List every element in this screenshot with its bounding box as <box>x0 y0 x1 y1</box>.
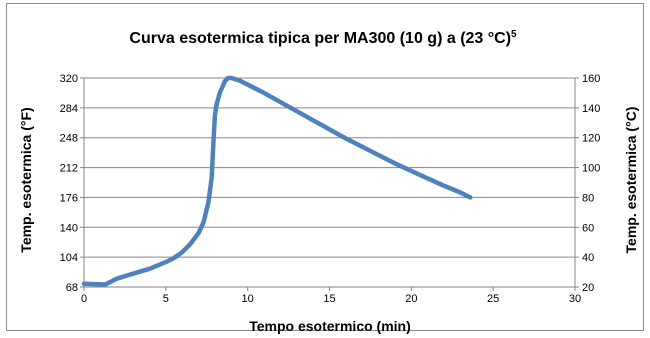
y-left-tick-label: 248 <box>60 133 78 145</box>
y-right-tick-label: 140 <box>582 103 600 115</box>
y-left-tick-label: 176 <box>60 192 78 204</box>
x-tick-label: 0 <box>81 293 87 305</box>
x-axis-title: Tempo esotermico (min) <box>249 318 411 334</box>
x-tick-label: 15 <box>323 293 335 305</box>
y-left-tick-label: 68 <box>66 282 78 294</box>
y-axis-title-right: Temp. esotermica (°C) <box>623 107 639 254</box>
y-right-tick-label: 40 <box>582 252 594 264</box>
x-tick-labels: 0 5 10 15 20 25 30 <box>81 293 581 305</box>
series-line <box>81 75 473 287</box>
y-left-tick-label: 320 <box>60 73 78 85</box>
x-tick-label: 5 <box>163 293 169 305</box>
x-tick-label: 30 <box>569 293 581 305</box>
y-left-tick-label: 212 <box>60 163 78 175</box>
chart-title-superscript: 5 <box>511 29 517 40</box>
chart-title: Curva esotermica tipica per MA300 (10 g)… <box>129 29 517 47</box>
y-right-tick-label: 60 <box>582 222 594 234</box>
y-left-tick-label: 140 <box>60 222 78 234</box>
y-right-tick-label: 80 <box>582 192 594 204</box>
axes <box>80 77 579 291</box>
y-left-tick-label: 104 <box>60 252 78 264</box>
y-axis-title-left: Temp. esotermica (°F) <box>18 107 34 252</box>
x-tick-label: 25 <box>487 293 499 305</box>
gridlines <box>84 77 575 288</box>
y-right-tick-label: 100 <box>582 163 600 175</box>
y-right-tick-label: 160 <box>582 73 600 85</box>
y-right-tick-label: 120 <box>582 133 600 145</box>
y-left-tick-label: 284 <box>60 103 78 115</box>
y-right-tick-label: 20 <box>582 282 594 294</box>
x-tick-label: 10 <box>242 293 254 305</box>
chart-title-text: Curva esotermica tipica per MA300 (10 g)… <box>129 30 511 47</box>
y-left-tick-labels: 68 104 140 176 212 248 284 320 <box>60 73 78 294</box>
chart-frame <box>6 3 644 331</box>
y-right-tick-labels: 20 40 60 80 100 120 140 160 <box>582 73 600 294</box>
x-tick-label: 20 <box>405 293 417 305</box>
